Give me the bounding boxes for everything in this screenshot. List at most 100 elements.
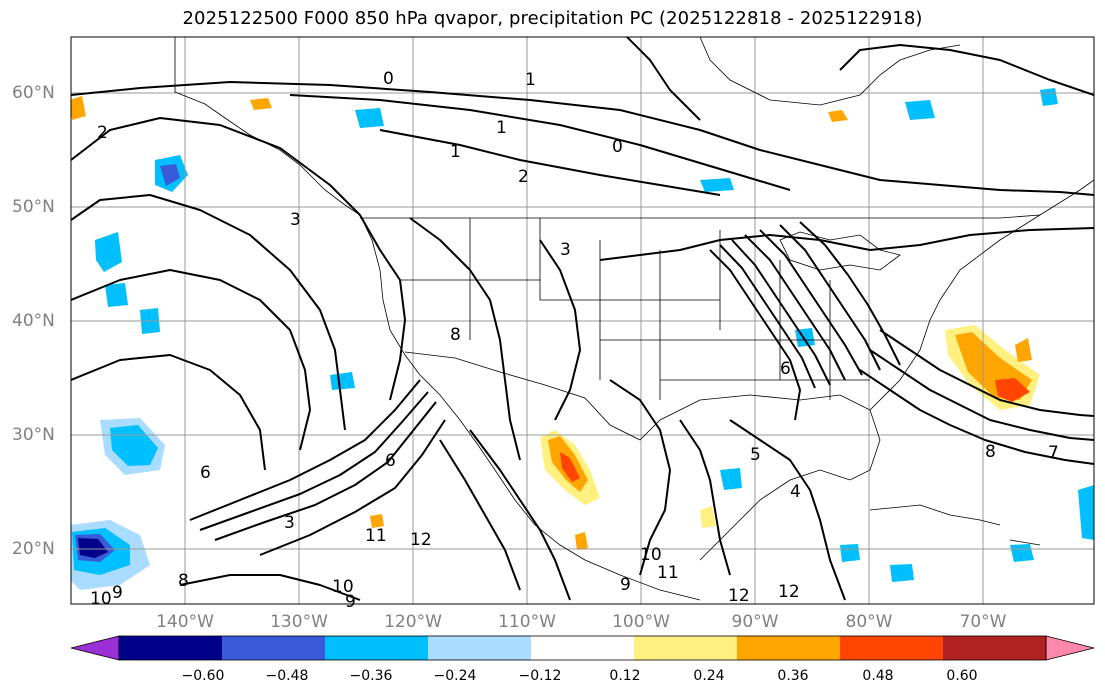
colorbar-tick-label: 0.24 — [693, 668, 725, 684]
precip-patch — [160, 164, 180, 186]
colorbar-segment — [531, 636, 634, 660]
contour-label: 4 — [790, 482, 801, 502]
precip-patch — [828, 110, 848, 122]
contour-line — [625, 37, 701, 121]
contour-line — [609, 379, 671, 576]
longitude-label: 90°W — [731, 612, 779, 632]
contour-label: 12 — [728, 586, 750, 606]
contour-line — [71, 194, 346, 431]
contour-line — [679, 419, 731, 576]
colorbar-segment — [840, 636, 943, 660]
latitude-label: 30°N — [12, 425, 55, 445]
contour-label: 3 — [560, 240, 571, 260]
contour-line — [779, 224, 881, 371]
colorbar-segment — [119, 636, 222, 660]
state-lines — [400, 218, 870, 400]
contour-label: 10 — [332, 577, 354, 597]
contour-label: 11 — [657, 563, 679, 583]
colorbar-segment — [222, 636, 325, 660]
contour-line — [879, 329, 1094, 417]
precip-patch — [1040, 88, 1058, 106]
precip-patch — [330, 372, 355, 390]
qvapor-contours — [71, 37, 1094, 601]
precip-patch — [370, 514, 384, 528]
colorbar-segment — [737, 636, 840, 660]
longitude-label: 110°W — [498, 612, 556, 632]
contour-line — [379, 129, 721, 196]
contour-label: 9 — [345, 592, 356, 612]
precip-patch — [95, 232, 122, 272]
colorbar-frame — [118, 635, 1047, 661]
latitude-label: 60°N — [12, 83, 55, 103]
contour-label: 6 — [385, 451, 396, 471]
contour-label: 1 — [450, 142, 461, 162]
longitude-label: 70°W — [959, 612, 1007, 632]
longitude-label: 100°W — [612, 612, 670, 632]
atlantic-coast — [869, 179, 1094, 411]
colorbar-tick-label: −0.60 — [181, 668, 225, 684]
colorbar-segment — [943, 636, 1046, 660]
contour-label: 6 — [780, 359, 791, 379]
contour-label: 2 — [518, 167, 529, 187]
contour-line — [799, 221, 901, 366]
latitude-label: 40°N — [12, 311, 55, 331]
contour-line — [179, 574, 361, 601]
latitude-label: 50°N — [12, 197, 55, 217]
contour-label: 2 — [97, 123, 108, 143]
contour-line — [214, 401, 437, 541]
colorbar-extend-low — [70, 635, 120, 661]
precip-patch — [700, 178, 734, 192]
contour-label-layer: 1 1 1 2 2 0 0 6 6 6 7 8 8 8 9 9 9 10 10 … — [90, 69, 1059, 612]
contour-label: 7 — [1048, 443, 1059, 463]
colorbar-tick-label: 0.12 — [609, 668, 641, 684]
precip-patch — [995, 378, 1030, 402]
contour-line — [71, 354, 266, 471]
precip-patch — [78, 538, 108, 558]
contour-label: 0 — [612, 137, 623, 157]
contour-label: 8 — [450, 325, 461, 345]
colorbar-segment — [634, 636, 737, 660]
longitude-label: 140°W — [156, 612, 214, 632]
contour-line — [729, 419, 846, 601]
precip-patch — [905, 100, 935, 120]
contour-label: 8 — [985, 442, 996, 462]
contour-label: 5 — [750, 445, 761, 465]
contour-label: 10 — [640, 545, 662, 565]
contour-line — [731, 239, 831, 386]
contour-line — [259, 419, 446, 556]
contour-line — [869, 349, 1094, 441]
contour-label: 6 — [200, 463, 211, 483]
contour-label: 12 — [778, 582, 800, 602]
caribbean-islands — [869, 504, 1041, 546]
contour-line — [744, 234, 846, 381]
contour-line — [71, 117, 406, 401]
contour-line — [539, 239, 581, 421]
plot-frame — [70, 36, 1095, 605]
contour-line — [199, 391, 429, 531]
colorbar-tick-label: 0.48 — [862, 668, 894, 684]
contour-line — [439, 439, 521, 591]
contour-line — [289, 94, 791, 191]
us-canada-border — [360, 214, 1041, 219]
precip-patch — [560, 452, 580, 482]
map-plot-area — [71, 37, 1094, 604]
colorbar-tick-label: −0.24 — [433, 668, 477, 684]
contour-line — [719, 244, 816, 389]
contour-line — [409, 217, 521, 461]
map-title: 2025122500 F000 850 hPa qvapor, precipit… — [182, 8, 923, 29]
contour-label: 8 — [178, 571, 189, 591]
precip-patch — [1015, 338, 1032, 362]
contour-line — [859, 369, 1094, 465]
colorbar — [70, 635, 1095, 661]
contour-line — [71, 81, 1094, 196]
contour-line — [189, 379, 421, 521]
contour-label: 11 — [365, 526, 387, 546]
precip-patch — [355, 108, 384, 128]
contour-label: 12 — [410, 530, 432, 550]
contour-line — [839, 44, 1094, 96]
contour-line — [469, 429, 571, 601]
precip-patch — [720, 468, 742, 490]
gridlines — [71, 37, 1094, 604]
precip-patch — [250, 98, 272, 110]
longitude-label: 80°W — [845, 612, 893, 632]
